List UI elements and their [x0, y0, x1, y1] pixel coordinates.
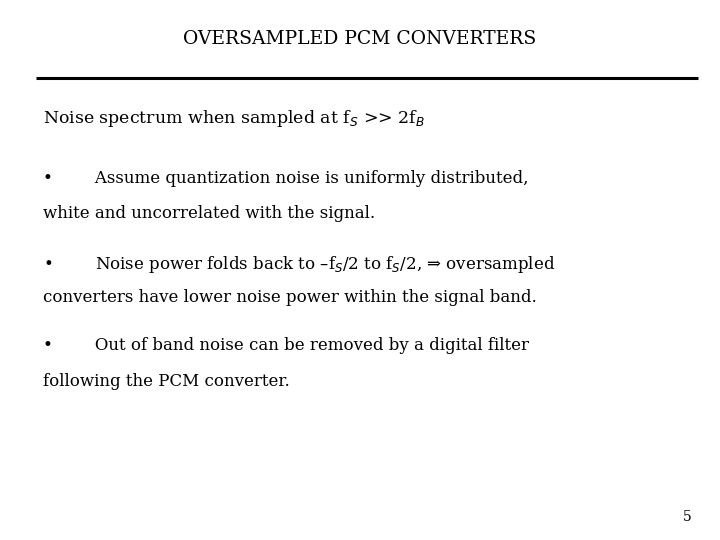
Text: 5: 5: [683, 510, 691, 524]
Text: •        Assume quantization noise is uniformly distributed,: • Assume quantization noise is uniformly…: [43, 170, 528, 187]
Text: •        Noise power folds back to –f$_S$/2 to f$_S$/2, ⇒ oversampled: • Noise power folds back to –f$_S$/2 to …: [43, 254, 555, 275]
Text: white and uncorrelated with the signal.: white and uncorrelated with the signal.: [43, 205, 375, 222]
Text: following the PCM converter.: following the PCM converter.: [43, 373, 290, 389]
Text: •        Out of band noise can be removed by a digital filter: • Out of band noise can be removed by a …: [43, 338, 529, 354]
Text: converters have lower noise power within the signal band.: converters have lower noise power within…: [43, 289, 537, 306]
Text: OVERSAMPLED PCM CONVERTERS: OVERSAMPLED PCM CONVERTERS: [184, 30, 536, 48]
Text: Noise spectrum when sampled at f$_S$ >> 2f$_B$: Noise spectrum when sampled at f$_S$ >> …: [43, 108, 426, 129]
